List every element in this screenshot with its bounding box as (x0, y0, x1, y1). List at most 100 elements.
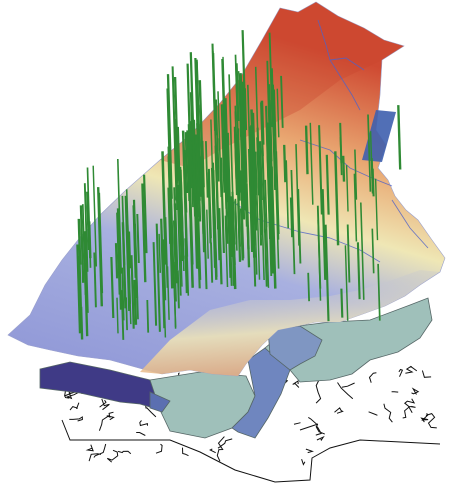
well-bar (270, 166, 277, 289)
well-bar (271, 84, 276, 136)
well-bar (353, 173, 358, 242)
well-bar (367, 114, 372, 192)
well-bar (258, 141, 263, 201)
well-bar (133, 279, 138, 325)
well-bar (86, 167, 92, 268)
zone-small-blue (149, 391, 171, 413)
well-bar (173, 271, 177, 328)
well-bar (297, 188, 302, 264)
well-bar (219, 157, 225, 254)
well-bar (324, 224, 330, 322)
well-bar (211, 162, 218, 280)
well-bar (155, 223, 161, 332)
road-outline (61, 419, 441, 483)
well-bar (121, 267, 125, 321)
well-bar (214, 145, 220, 230)
well-bar (172, 220, 177, 302)
well-bar (243, 88, 248, 131)
well-bar (189, 121, 194, 208)
well-bar (141, 183, 147, 283)
well-bar (116, 297, 119, 334)
well-bar (194, 214, 198, 269)
well-bar (86, 191, 91, 251)
well-bar (370, 158, 374, 186)
well-bar (110, 256, 115, 319)
well-bar (125, 189, 131, 305)
well-bar (166, 266, 170, 320)
well-bar (201, 146, 208, 290)
well-bar (256, 137, 260, 196)
well-bar (371, 228, 375, 274)
well-bar (360, 202, 365, 300)
well-bar (79, 306, 84, 340)
well-bar (243, 148, 248, 227)
well-bar (309, 122, 314, 205)
well-bar (264, 197, 270, 288)
well-bar (124, 195, 130, 312)
zone-polygon-layer (39, 297, 433, 439)
well-bar (79, 205, 85, 283)
well-bar (176, 270, 180, 309)
well-bar (114, 243, 119, 279)
well-bar (223, 134, 228, 195)
well-bar (235, 63, 240, 122)
well-bar (158, 233, 162, 273)
well-bar (207, 168, 212, 239)
well-bar (121, 222, 127, 309)
well-bar (317, 219, 322, 301)
well-bar (339, 137, 343, 176)
well-bars-layer (76, 30, 402, 340)
well-bar (168, 211, 174, 289)
well-bar (210, 242, 214, 283)
well-bar (276, 88, 280, 138)
well-bar (233, 129, 238, 180)
well-bar (97, 187, 103, 307)
well-bar (304, 125, 309, 175)
well-bar (120, 290, 125, 340)
well-bar (196, 123, 202, 222)
well-bar (184, 195, 190, 296)
well-bar (254, 151, 261, 280)
well-bar (162, 239, 167, 301)
well-bar (84, 231, 89, 313)
well-bar (321, 189, 327, 280)
well-bar (184, 255, 189, 294)
well-bar (252, 145, 258, 275)
well-bar (77, 218, 82, 265)
well-bar (166, 74, 173, 199)
well-bar (218, 208, 223, 285)
well-bar (173, 187, 178, 284)
well-bar (224, 98, 231, 241)
well-bar (136, 213, 140, 264)
well-bar (334, 151, 340, 246)
well-bar (152, 242, 158, 326)
well-bar (146, 299, 150, 333)
well-bar (342, 155, 346, 182)
well-bar (276, 196, 280, 240)
well-bar (189, 52, 197, 194)
well-bar (117, 158, 122, 274)
well-bar (280, 75, 284, 128)
well-bar (116, 208, 123, 310)
well-bar (211, 43, 217, 131)
well-bar (160, 218, 166, 329)
well-bar (93, 252, 97, 308)
well-bar (234, 198, 238, 251)
well-bar (251, 190, 256, 246)
well-bar (268, 100, 273, 162)
well-bar (179, 181, 185, 260)
well-bar (254, 66, 261, 187)
well-bar (224, 215, 229, 288)
well-bar (283, 144, 287, 183)
well-bar (325, 154, 330, 215)
road-network-layer (61, 365, 441, 483)
well-bar (220, 104, 226, 193)
well-bar (239, 208, 244, 261)
well-bar (228, 74, 235, 216)
zone-east-light (264, 297, 433, 383)
well-bar (246, 225, 251, 268)
well-bar (186, 63, 193, 189)
well-bar (173, 118, 179, 184)
well-bar (356, 242, 361, 300)
